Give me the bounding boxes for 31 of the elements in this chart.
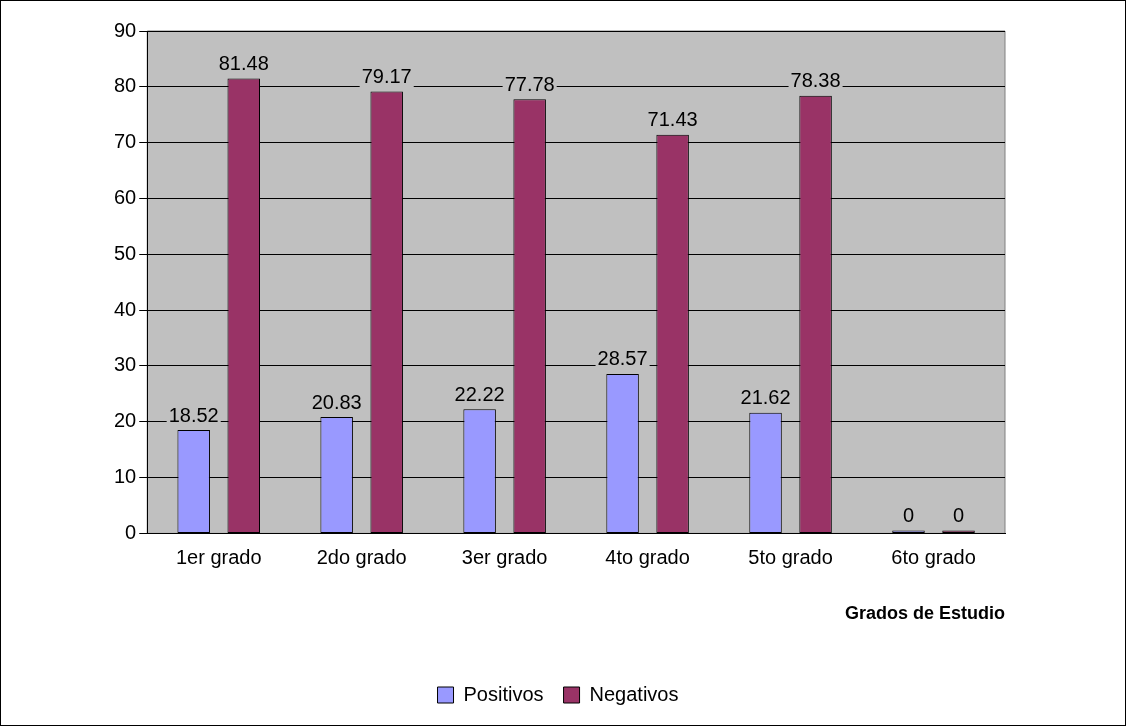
data-label: 22.22	[454, 382, 505, 405]
y-tick-label: 20	[114, 409, 137, 432]
y-tick-label: 70	[114, 130, 137, 153]
y-tick-label: 50	[114, 241, 137, 264]
legend-label: Positivos	[463, 682, 544, 705]
data-label: 0	[952, 503, 965, 526]
x-tick-label: 3er grado	[461, 545, 548, 568]
data-label: 0	[902, 503, 915, 526]
y-tick-label: 60	[114, 185, 137, 208]
data-label: 77.78	[504, 72, 555, 95]
x-tick-label: 6to grado	[891, 545, 976, 568]
data-label: 20.83	[311, 390, 362, 413]
y-tick-label: 90	[114, 18, 137, 41]
y-tick-label: 10	[114, 465, 137, 488]
data-label: 78.38	[790, 69, 841, 92]
data-label: 71.43	[647, 108, 698, 131]
x-tick-label: 4to grado	[605, 545, 690, 568]
y-tick-label: 0	[125, 520, 137, 543]
x-tick-label: 1er grado	[175, 545, 262, 568]
data-label: 28.57	[597, 347, 648, 370]
x-tick-label: 2do grado	[316, 545, 407, 568]
data-label: 18.52	[168, 403, 219, 426]
data-label: 81.48	[218, 52, 269, 75]
y-tick-label: 30	[114, 353, 137, 376]
legend-label: Negativos	[589, 682, 679, 705]
y-tick-label: 40	[114, 297, 137, 320]
data-label: 79.17	[361, 64, 412, 87]
y-tick-label: 80	[114, 74, 137, 97]
x-tick-label: 5to grado	[748, 545, 833, 568]
data-label: 21.62	[740, 386, 791, 409]
x-axis-title: Grados de Estudio	[844, 603, 1005, 624]
